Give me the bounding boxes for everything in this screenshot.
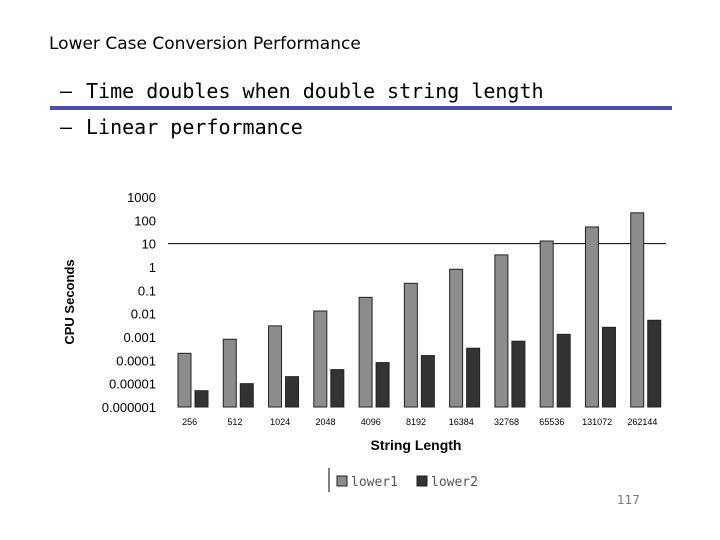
bar-lower2 <box>194 390 209 408</box>
bar-lower1 <box>539 240 554 408</box>
bar-lower2 <box>556 333 571 408</box>
bar-lower2 <box>511 340 526 408</box>
legend-label: lower1 <box>351 475 398 490</box>
x-tick-label: 4096 <box>361 417 381 427</box>
y-tick-label: 100 <box>134 213 156 228</box>
x-tick-label: 2048 <box>315 417 335 427</box>
bar-lower2 <box>285 376 300 408</box>
bar-lower2 <box>466 347 481 408</box>
y-tick-label: 0.01 <box>131 307 156 322</box>
bar-lower1 <box>358 296 373 408</box>
bullet-item: – Time doubles when double string length <box>60 77 544 113</box>
bar-lower2 <box>375 362 390 408</box>
x-tick-label: 512 <box>227 417 242 427</box>
y-tick-label: 0.000001 <box>102 400 156 415</box>
legend-label: lower2 <box>431 475 478 490</box>
y-tick-label: 1000 <box>127 190 156 205</box>
y-tick-label: 0.001 <box>123 330 156 345</box>
bullet-item: – Linear performance <box>60 113 544 149</box>
x-tick-label: 16384 <box>449 417 474 427</box>
x-tick-label: 8192 <box>406 417 426 427</box>
bar-lower2 <box>239 383 254 408</box>
bar-lower1 <box>403 282 418 408</box>
page-number: 117 <box>617 493 640 507</box>
bullet-list: – Time doubles when double string length … <box>60 77 544 149</box>
bar-lower2 <box>330 369 345 408</box>
y-tick-label: 10 <box>142 237 156 252</box>
x-tick-label: 262144 <box>627 417 657 427</box>
bar-lower1 <box>630 212 645 408</box>
x-tick-label: 65536 <box>539 417 564 427</box>
bar-lower1 <box>268 325 283 408</box>
bullet-text: Time doubles when double string length <box>86 79 544 103</box>
y-tick-label: 0.0001 <box>116 353 156 368</box>
bar-lower1 <box>222 338 237 408</box>
y-tick-label: 1 <box>149 260 156 275</box>
bullet-text: Linear performance <box>86 115 303 139</box>
bar-lower1 <box>584 226 599 408</box>
bullet-dash: – <box>60 115 73 139</box>
bar-lower1 <box>313 310 328 408</box>
x-tick-label: 1024 <box>270 417 290 427</box>
bar-lower2 <box>601 326 616 408</box>
bullet-dash: – <box>60 79 73 103</box>
x-tick-label: 256 <box>182 417 197 427</box>
bar-lower2 <box>420 355 435 408</box>
y-tick-label: 0.1 <box>138 283 156 298</box>
x-axis-title: String Length <box>371 437 462 453</box>
slide-title: Lower Case Conversion Performance <box>49 34 361 54</box>
x-tick-label: 131072 <box>582 417 612 427</box>
y-tick-label: 0.00001 <box>109 377 156 392</box>
bar-lower1 <box>177 352 192 408</box>
title-divider <box>50 106 672 110</box>
legend-swatch <box>336 475 348 487</box>
y-axis-title: CPU Seconds <box>62 259 77 344</box>
bar-lower1 <box>449 268 464 408</box>
bar-lower2 <box>647 319 662 408</box>
x-tick-label: 32768 <box>494 417 519 427</box>
legend-swatch <box>416 475 428 487</box>
bar-lower1 <box>494 254 509 408</box>
